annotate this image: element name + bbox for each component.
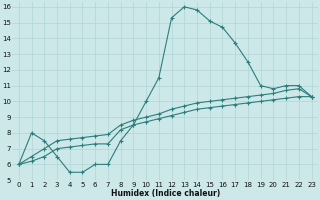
X-axis label: Humidex (Indice chaleur): Humidex (Indice chaleur) xyxy=(111,189,220,198)
